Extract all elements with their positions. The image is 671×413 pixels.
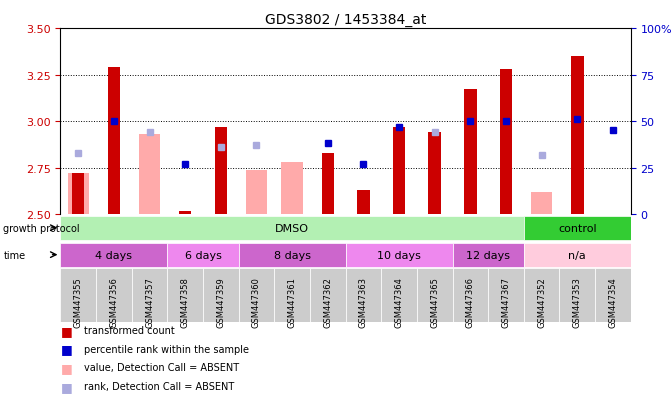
Text: ■: ■ bbox=[61, 324, 73, 337]
Bar bbox=[524, 268, 560, 322]
Bar bbox=[417, 268, 452, 322]
Bar bbox=[179, 211, 191, 215]
Bar bbox=[68, 174, 89, 215]
Bar bbox=[72, 174, 85, 215]
Bar bbox=[429, 133, 441, 215]
Bar bbox=[203, 268, 239, 322]
Text: percentile rank within the sample: percentile rank within the sample bbox=[84, 344, 249, 354]
Bar bbox=[215, 127, 227, 215]
Bar bbox=[500, 70, 512, 215]
Bar bbox=[167, 268, 203, 322]
Bar bbox=[464, 90, 476, 215]
Text: 10 days: 10 days bbox=[377, 250, 421, 260]
Text: 6 days: 6 days bbox=[185, 250, 221, 260]
Text: control: control bbox=[558, 223, 597, 233]
Text: GSM447366: GSM447366 bbox=[466, 277, 475, 328]
Bar bbox=[139, 135, 160, 215]
Bar bbox=[60, 243, 167, 267]
Bar bbox=[488, 268, 524, 322]
Bar bbox=[60, 216, 524, 240]
Text: GSM447353: GSM447353 bbox=[573, 277, 582, 327]
Bar bbox=[357, 190, 370, 215]
Text: DMSO: DMSO bbox=[275, 223, 309, 233]
Bar bbox=[531, 192, 552, 215]
Text: ■: ■ bbox=[61, 342, 73, 356]
Bar bbox=[346, 268, 381, 322]
Text: GSM447365: GSM447365 bbox=[430, 277, 440, 327]
Text: GSM447362: GSM447362 bbox=[323, 277, 332, 327]
Text: 8 days: 8 days bbox=[274, 250, 311, 260]
Text: n/a: n/a bbox=[568, 250, 586, 260]
Bar bbox=[452, 243, 524, 267]
Bar bbox=[96, 268, 132, 322]
Text: GSM447357: GSM447357 bbox=[145, 277, 154, 327]
Text: ■: ■ bbox=[61, 361, 73, 374]
Bar bbox=[246, 170, 267, 215]
Text: 4 days: 4 days bbox=[95, 250, 132, 260]
Text: GSM447363: GSM447363 bbox=[359, 277, 368, 328]
Text: GSM447356: GSM447356 bbox=[109, 277, 118, 327]
Text: ■: ■ bbox=[61, 380, 73, 393]
Bar bbox=[60, 268, 96, 322]
Text: 12 days: 12 days bbox=[466, 250, 510, 260]
Bar bbox=[595, 268, 631, 322]
Bar bbox=[167, 243, 239, 267]
Bar bbox=[107, 68, 120, 215]
Text: GSM447360: GSM447360 bbox=[252, 277, 261, 327]
Text: GSM447367: GSM447367 bbox=[501, 277, 511, 328]
Bar bbox=[274, 268, 310, 322]
Bar bbox=[239, 268, 274, 322]
Bar bbox=[346, 243, 452, 267]
Bar bbox=[281, 163, 303, 215]
Text: time: time bbox=[3, 250, 25, 260]
Bar bbox=[524, 216, 631, 240]
Text: growth protocol: growth protocol bbox=[3, 223, 80, 233]
Text: GSM447358: GSM447358 bbox=[180, 277, 190, 327]
Bar bbox=[239, 243, 346, 267]
Text: transformed count: transformed count bbox=[84, 325, 174, 335]
Bar bbox=[571, 57, 584, 215]
Text: GSM447364: GSM447364 bbox=[395, 277, 403, 327]
Bar bbox=[310, 268, 346, 322]
Text: value, Detection Call = ABSENT: value, Detection Call = ABSENT bbox=[84, 363, 239, 373]
Text: rank, Detection Call = ABSENT: rank, Detection Call = ABSENT bbox=[84, 381, 234, 391]
Text: GSM447361: GSM447361 bbox=[288, 277, 297, 327]
Bar bbox=[560, 268, 595, 322]
Text: GSM447355: GSM447355 bbox=[74, 277, 83, 327]
Bar bbox=[132, 268, 167, 322]
Bar bbox=[381, 268, 417, 322]
Text: GSM447354: GSM447354 bbox=[609, 277, 617, 327]
Bar bbox=[321, 153, 334, 215]
Text: GSM447352: GSM447352 bbox=[537, 277, 546, 327]
Text: GSM447359: GSM447359 bbox=[216, 277, 225, 327]
Bar bbox=[452, 268, 488, 322]
Title: GDS3802 / 1453384_at: GDS3802 / 1453384_at bbox=[265, 12, 426, 26]
Bar bbox=[393, 127, 405, 215]
Bar bbox=[524, 243, 631, 267]
